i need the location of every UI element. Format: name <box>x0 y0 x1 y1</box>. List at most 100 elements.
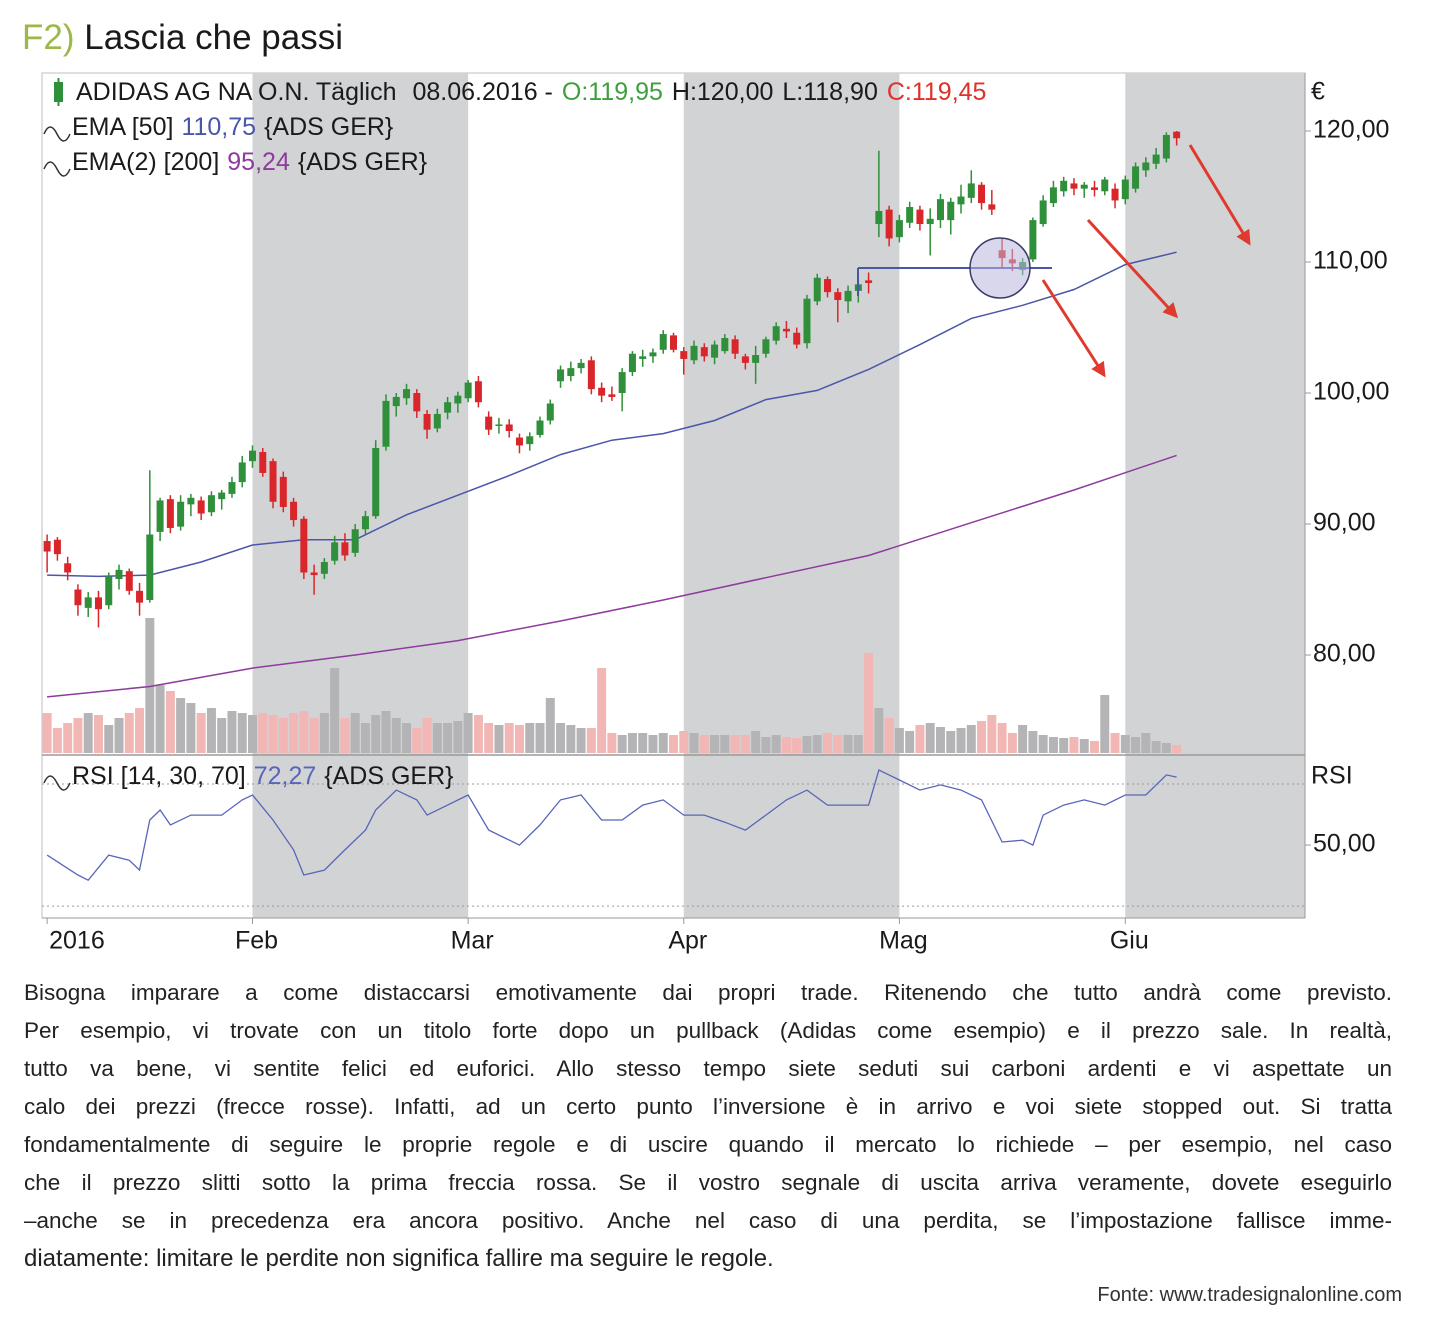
volume-bar <box>638 733 648 753</box>
candle-body <box>926 218 934 225</box>
candle-body <box>94 597 102 610</box>
candle-body <box>639 356 647 359</box>
volume-bar <box>422 718 432 753</box>
x-tick-label: Feb <box>235 927 278 955</box>
quote-key: L: <box>782 78 803 106</box>
y-tick-label: 100,00 <box>1313 378 1389 406</box>
volume-bar <box>1100 695 1110 753</box>
volume-bar <box>792 738 802 753</box>
volume-bar <box>833 735 843 753</box>
candle-body <box>690 345 698 361</box>
candle-body <box>515 437 523 446</box>
volume-bar <box>525 723 535 753</box>
candle-body <box>53 539 61 555</box>
candle-body <box>741 356 749 363</box>
candle-body <box>1029 220 1037 260</box>
volume-bar <box>710 735 720 753</box>
volume-bar <box>124 713 134 753</box>
legend-header: ADIDAS AG NA O.N. Täglich 08.06.2016 - O:1… <box>76 78 986 106</box>
volume-bar <box>473 715 483 753</box>
candle-body <box>474 381 482 403</box>
candle-body <box>1060 180 1068 192</box>
candle-body <box>207 495 215 513</box>
volume-bar <box>925 723 935 753</box>
volume-bar <box>83 713 93 753</box>
figure-title: Lascia che passi <box>84 18 343 57</box>
y-tick-label: 80,00 <box>1313 640 1376 668</box>
volume-bar <box>319 713 329 753</box>
volume-bar <box>812 735 822 753</box>
quote-key: H: <box>672 78 697 106</box>
candle-body <box>813 277 821 302</box>
volume-bar <box>935 727 945 753</box>
candle-body <box>259 451 267 473</box>
volume-bar <box>258 713 268 753</box>
candle-body <box>495 424 503 426</box>
volume-bar <box>802 736 812 753</box>
volume-bar <box>648 735 658 753</box>
volume-bar <box>381 711 391 753</box>
candle-body <box>680 351 688 359</box>
candle-body <box>598 387 606 396</box>
volume-bar <box>689 733 699 753</box>
volume-bar <box>1028 731 1038 753</box>
candle-body <box>978 184 986 204</box>
legend-value: 72,27 <box>254 762 317 790</box>
candle-body <box>74 589 82 606</box>
candle-body <box>711 344 719 358</box>
candle-body <box>238 462 246 483</box>
candle-body <box>834 292 842 301</box>
candle-body <box>413 393 421 412</box>
volume-bar <box>679 731 689 753</box>
candle-body <box>988 204 996 210</box>
legend-entry: EMA [50] 110,75 {ADS GER} <box>72 113 393 141</box>
candle-body <box>382 400 390 447</box>
volume-bar <box>227 711 237 753</box>
volume-bar <box>484 723 494 753</box>
candle-body <box>1162 134 1170 159</box>
volume-bar <box>391 718 401 753</box>
volume-bar <box>699 735 709 753</box>
volume-bar <box>463 713 473 753</box>
candle-body <box>105 576 113 606</box>
candle-body <box>351 529 359 553</box>
quote-value: 119,45 <box>912 78 987 106</box>
candle-body <box>1121 179 1129 200</box>
volume-bar <box>196 713 206 753</box>
candle-body <box>1173 131 1181 139</box>
volume-bar <box>217 718 227 753</box>
candle-body <box>895 220 903 238</box>
y-tick-label: 110,00 <box>1313 247 1388 275</box>
candle-body <box>587 360 595 390</box>
volume-bar <box>884 718 894 753</box>
volume-bar <box>1090 741 1099 753</box>
volume-bar <box>360 723 370 753</box>
text-line: fondamentalmente di seguire le proprie r… <box>24 1132 1392 1157</box>
candle-body <box>320 562 328 574</box>
volume-bar <box>432 723 442 753</box>
candle-body <box>567 368 575 376</box>
volume-bar <box>545 698 555 753</box>
volume-bar <box>751 731 761 753</box>
volume-bar <box>1069 737 1079 753</box>
legend-entry: EMA(2) [200] 95,24 {ADS GER} <box>72 148 427 176</box>
candle-body <box>670 335 677 350</box>
candle-body <box>721 338 729 352</box>
volume-bar <box>443 723 453 753</box>
volume-bar <box>669 735 678 753</box>
candle-body <box>341 542 349 556</box>
volume-bar <box>494 725 504 753</box>
source: Fonte: www.tradesignalonline.com <box>1097 1284 1402 1306</box>
text-line: –anche se in precedenza era ancora posit… <box>24 1208 1392 1233</box>
candle-body <box>310 572 318 576</box>
volume-bar <box>1018 725 1028 753</box>
candle-body <box>464 382 472 399</box>
candle-body <box>824 279 832 293</box>
candle-body <box>187 497 195 505</box>
candle-body <box>156 500 164 532</box>
volume-bar <box>52 728 62 753</box>
volume-bar <box>93 715 103 753</box>
volume-bar <box>176 698 186 753</box>
volume-bar <box>1059 738 1069 753</box>
volume-bar <box>781 737 791 753</box>
